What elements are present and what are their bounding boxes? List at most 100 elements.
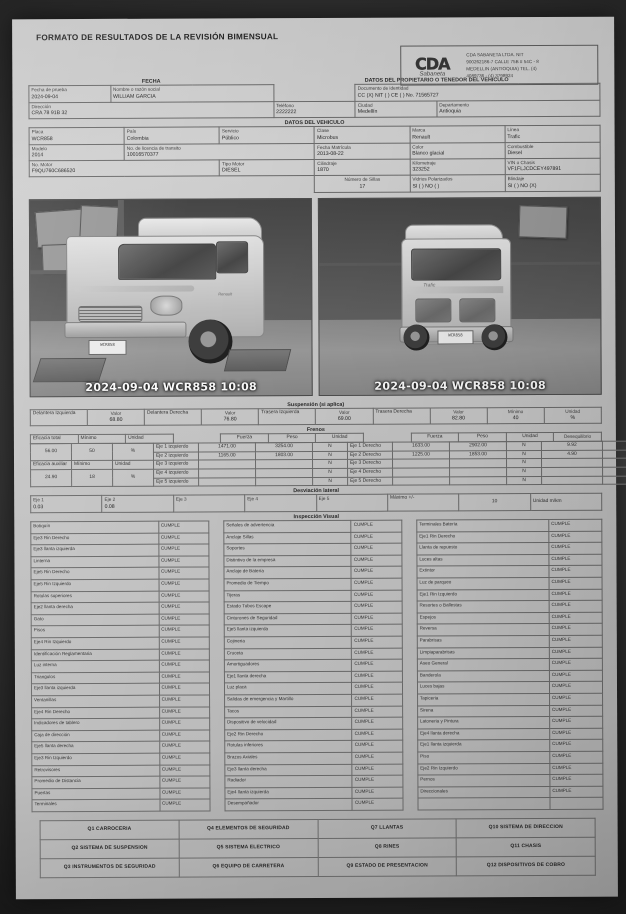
inspection-result: CUMPLE: [549, 785, 603, 798]
inspection-result: CUMPLE: [159, 729, 211, 742]
inspection-result: CUMPLE: [352, 705, 403, 718]
suspension-delantera-der-value: Valor 76.80: [201, 408, 259, 426]
inspection-result: CUMPLE: [352, 717, 403, 730]
codigo-q11[interactable]: Q11 CHASIS: [456, 837, 596, 857]
vehicle-photos: WCR858 Renault 2024-09-04 WCR858 10:08: [28, 196, 602, 397]
value-ciudad: Medellín: [357, 108, 378, 115]
codigo-q12[interactable]: Q12 DISPOSITIVOS DE COBRO: [456, 856, 596, 876]
inspection-result: CUMPLE: [159, 741, 211, 754]
inspection-result: CUMPLE: [548, 565, 603, 578]
value-placa: WCR858: [31, 135, 53, 142]
value-tipo-motor: DIESEL: [222, 167, 241, 174]
row-eje-izq: Eje 3 izquierdo: [153, 460, 199, 470]
inspection-result: CUMPLE: [351, 647, 403, 660]
inspection-result: CUMPLE: [159, 776, 211, 788]
eficacia-total-value: 56.00: [30, 443, 72, 462]
inspection-result: CUMPLE: [352, 775, 404, 788]
codigo-q5[interactable]: Q5 SISTEMA ELECTRICO: [178, 838, 318, 859]
inspection-item: Eje3 llanta izquierda: [31, 683, 160, 696]
desviacion-maximo-value: 10: [458, 494, 531, 511]
row-fuerza-der: [392, 459, 450, 469]
field-licencia: No. de licencia de transito 10016570377: [124, 143, 315, 161]
inspection-item: Botiquín: [30, 521, 159, 534]
row-unidad-der: N: [506, 450, 542, 460]
inspection-item: Sirena: [417, 705, 550, 718]
inspection-item: Salidas de emergencia y Martillo: [224, 694, 353, 707]
inspection-result: CUMPLE: [352, 740, 404, 753]
inspection-item: Reversa: [417, 623, 550, 637]
inspection-item: Eje3 llanta derecha: [224, 763, 353, 777]
inspection-item: Promedio de Distancia: [31, 776, 160, 789]
row-maximo: 30: [602, 449, 626, 459]
field-matricula: Fecha Matrícula 2013-08-22: [314, 142, 410, 160]
value-vidrios: SI ( ) NO ( ): [412, 183, 440, 190]
inspection-result: CUMPLE: [351, 531, 403, 544]
inspection-item: Eje5 Rin Derecho: [30, 567, 159, 580]
inspection-result: CUMPLE: [549, 716, 603, 729]
inspection-result: CUMPLE: [159, 787, 211, 800]
inspection-result: CUMPLE: [351, 694, 403, 706]
field-combustible: Combustible Diesel: [504, 141, 601, 159]
codigo-q7[interactable]: Q7 LLANTAS: [317, 818, 457, 839]
codigo-q4[interactable]: Q4 ELEMENTOS DE SEGURIDAD: [178, 819, 318, 840]
inspection-result: CUMPLE: [352, 728, 403, 741]
codigo-q8[interactable]: Q8 RINES: [317, 837, 457, 858]
inspection-result: CUMPLE: [158, 648, 210, 661]
eficacia-total-min: 50: [71, 443, 113, 461]
inspection-item: Direccionales: [417, 786, 550, 799]
row-fuerza-der: 1633.00: [392, 441, 450, 451]
inspection-result: CUMPLE: [549, 623, 603, 636]
inspection-result: CUMPLE: [158, 567, 210, 580]
row-peso-der: 2902.00: [449, 441, 507, 451]
value-documento: CC (X) NIT ( ) CE ( ) No. 71565727: [357, 92, 439, 99]
value-marca: Renault: [412, 134, 431, 141]
codigo-q6[interactable]: Q6 EQUIPO DE CARRETERA: [178, 857, 318, 878]
inspection-item: Triangulos: [31, 671, 159, 685]
inspection-item: Gato: [31, 613, 159, 627]
inspection-item: Cruceta: [224, 647, 352, 661]
inspection-item: Eje3 Rin Izquierdo: [31, 753, 160, 766]
value-fecha-prueba: 2024-09-04: [31, 93, 58, 100]
inspection-item: Tacos: [224, 705, 353, 719]
field-tipo-motor: Tipo Motor DIESEL: [219, 159, 315, 177]
license-plate-text-rear: WCR858: [448, 332, 463, 338]
value-direccion: CRA 78 91B 32: [31, 110, 68, 117]
suspension-table: Suspensión (si aplica) Delantera Izquier…: [30, 399, 602, 426]
inspection-result: CUMPLE: [159, 706, 210, 719]
codigo-q2[interactable]: Q2 SISTEMA DE SUSPENSION: [40, 839, 179, 859]
inspection-result: CUMPLE: [548, 530, 602, 543]
inspection-item: Dispositivo de velocidad: [224, 717, 353, 730]
row-unidad-izq: N: [312, 442, 348, 452]
inspection-result: CUMPLE: [549, 751, 603, 764]
row-unidad-der: N: [506, 441, 542, 451]
inspection-item: Amortiguadores: [224, 659, 352, 672]
photo-timestamp: 2024-09-04 WCR858 10:08: [85, 379, 257, 394]
inspection-item: [417, 797, 550, 810]
codigo-q3[interactable]: Q3 INSTRUMENTOS DE SEGURIDAD: [40, 858, 180, 878]
inspection-item: Eje2 Rin Izquierdo: [417, 763, 550, 776]
row-desequilibrio: 4.90: [541, 449, 603, 459]
value-matricula: 2013-08-22: [317, 150, 344, 157]
value-linea: Trafic: [507, 133, 521, 140]
cda-logo-icon: CDA Sabaneta: [401, 48, 463, 82]
row-peso-izq: [255, 459, 313, 469]
inspection-result: CUMPLE: [549, 670, 603, 682]
codigos-table: Q1 CARROCERIA Q4 ELEMENTOS DE SEGURIDAD …: [40, 818, 596, 878]
codigo-q10[interactable]: Q10 SISTEMA DE DIRECCION: [456, 818, 596, 838]
codigo-q9[interactable]: Q9 ESTADO DE PRESENTACION: [317, 856, 457, 877]
inspection-result: CUMPLE: [158, 602, 210, 614]
inspection-result: CUMPLE: [351, 601, 403, 614]
inspection-item: Pisos: [31, 625, 159, 638]
company-address: CDA SABANETA LTDA. NIT 900262186-7 CALLE…: [463, 51, 539, 80]
row-maximo: 30: [602, 441, 626, 450]
desviacion-table: Desviación lateral Eje 1 0.03 Eje 2 0.08…: [30, 486, 602, 513]
suspension-unidad: Unidad %: [544, 407, 602, 424]
codigo-q1[interactable]: Q1 CARROCERIA: [40, 820, 179, 840]
field-cilindraje: Cilindraje 1870: [314, 158, 410, 176]
inspection-result: CUMPLE: [158, 660, 210, 672]
row-peso-der: 1853.00: [449, 450, 507, 460]
row-peso-der: [449, 467, 507, 477]
header-eficacia-auxiliar: Eficacia auxiliar: [30, 460, 72, 470]
desviacion-eje-3: Eje 3: [173, 495, 245, 512]
logo-brand-sub: Sabaneta: [419, 70, 446, 78]
